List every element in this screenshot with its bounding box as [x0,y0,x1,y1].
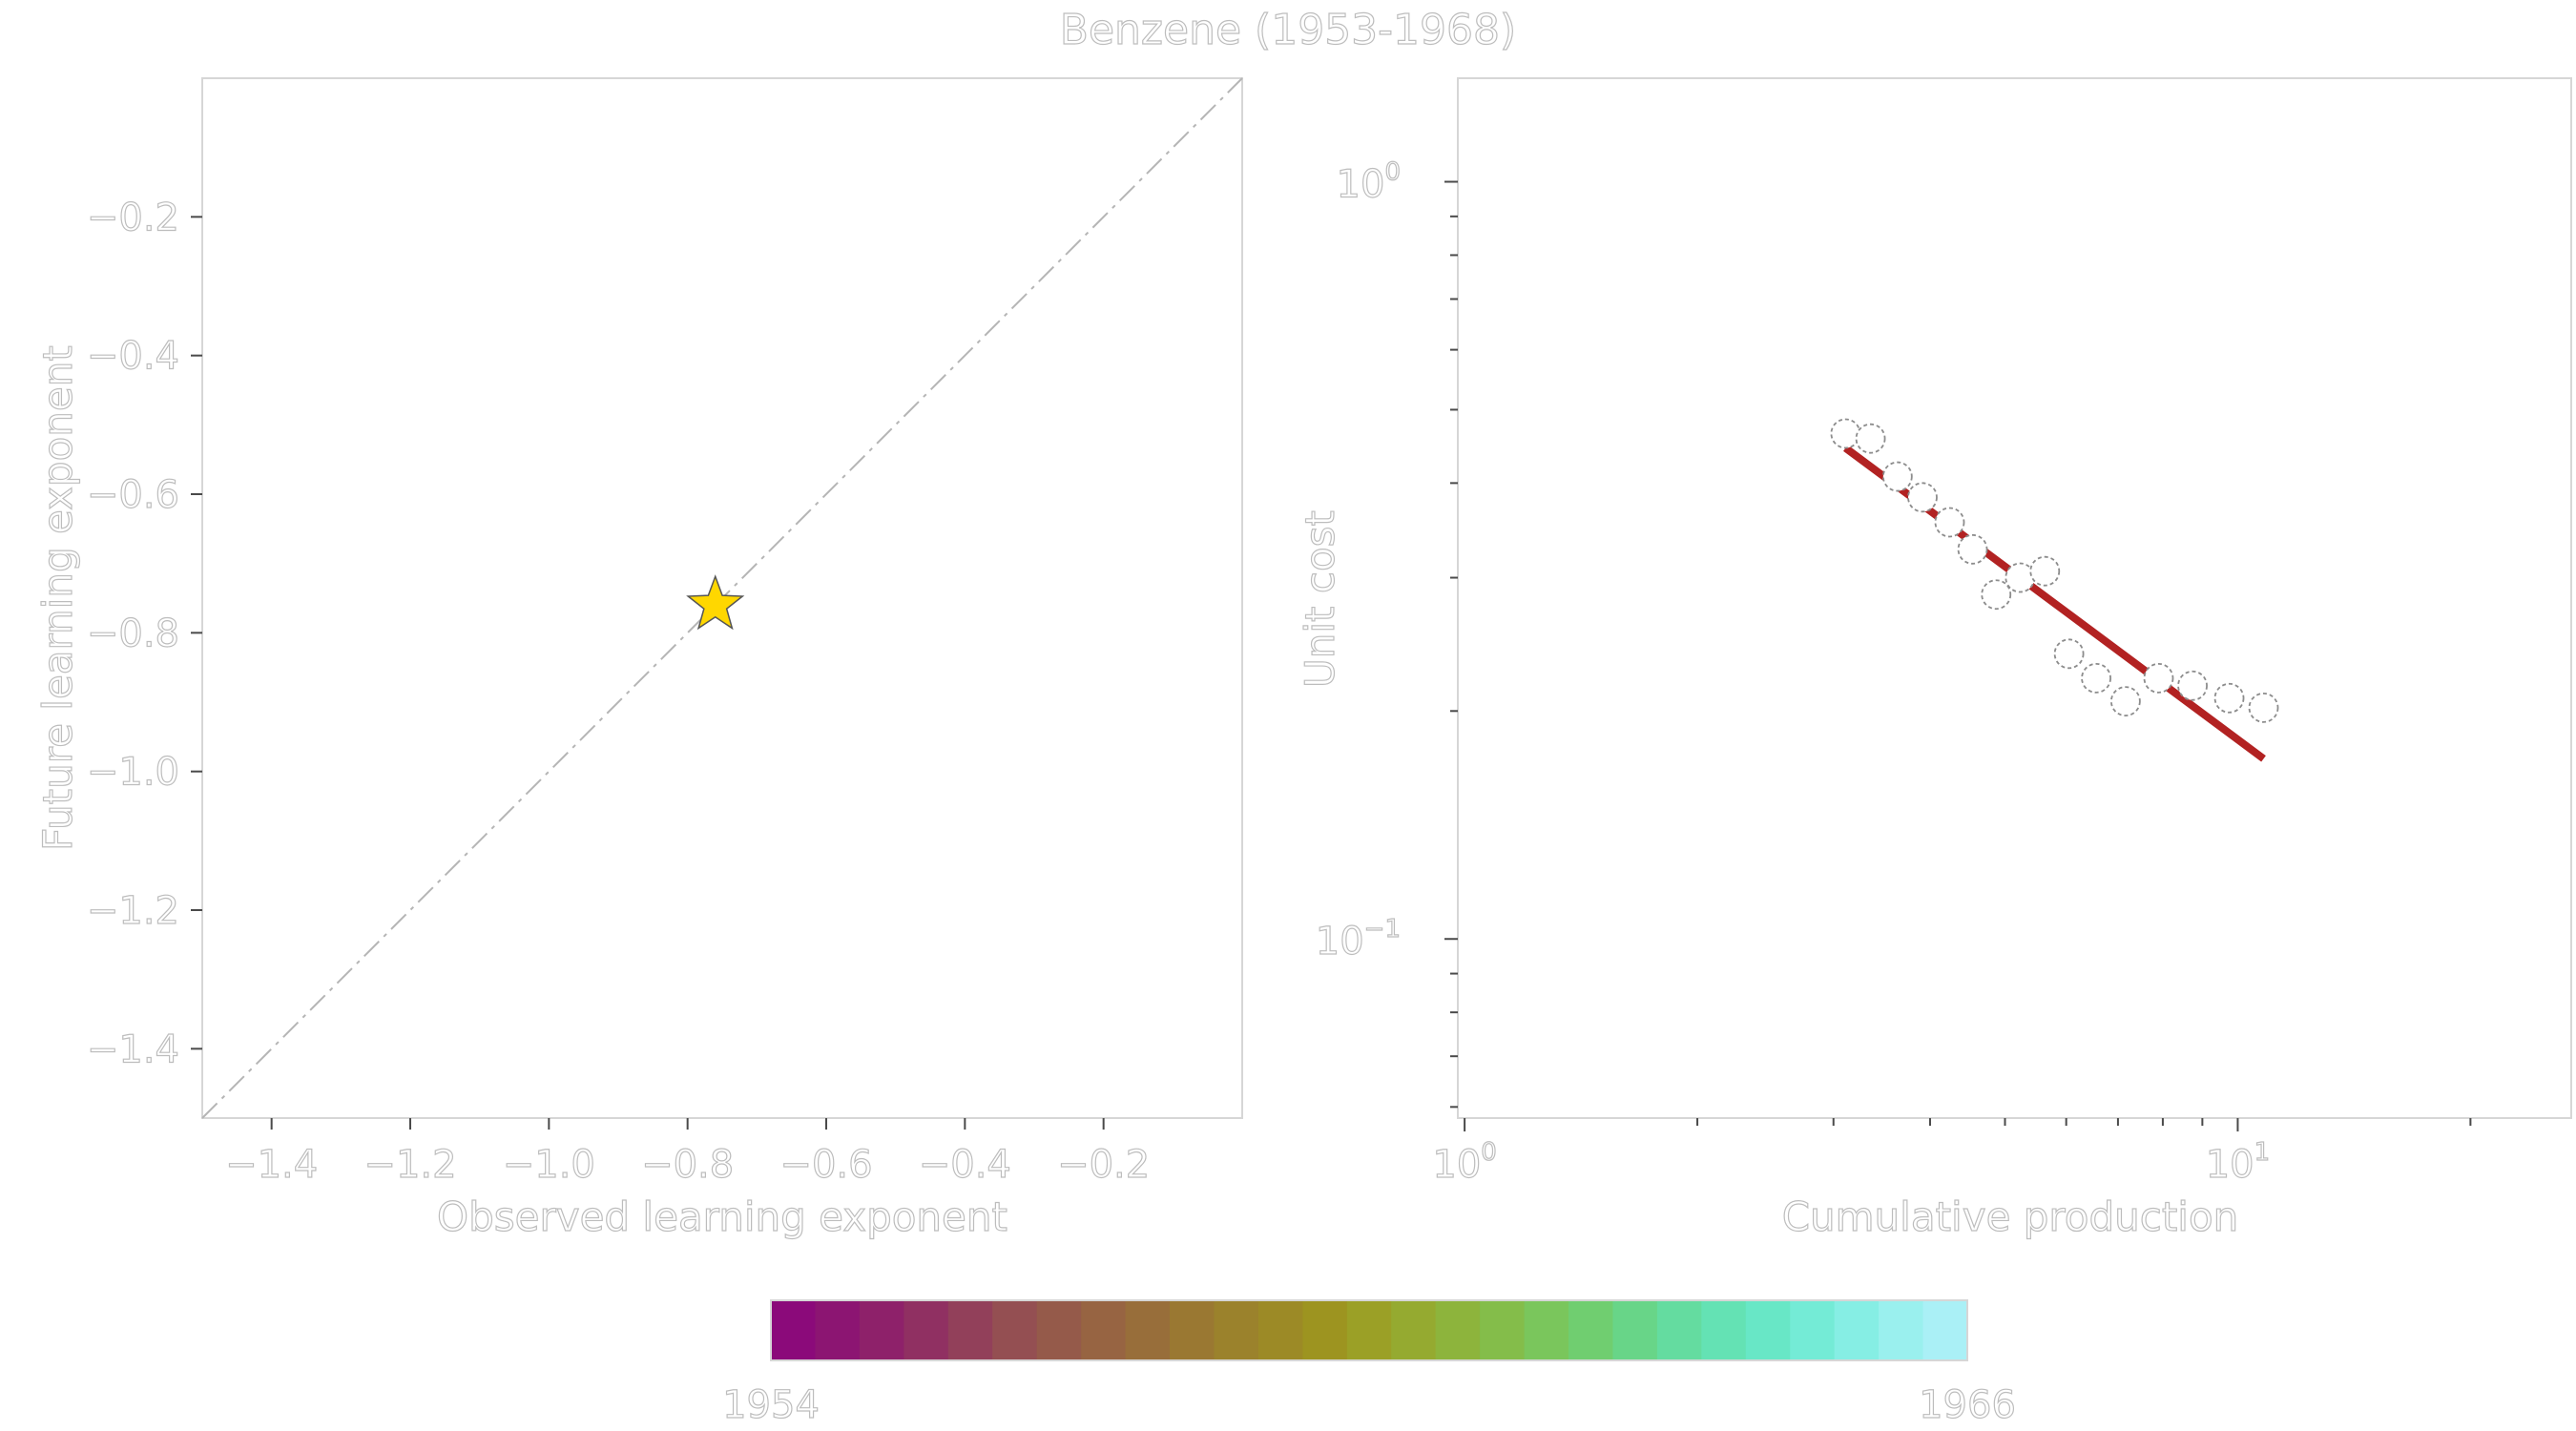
y-tick-label: −0.4 [87,335,179,379]
colorbar-segment [904,1300,949,1360]
data-point [2213,682,2245,714]
x-tick-label: −0.8 [641,1143,734,1187]
x-tick-label: −1.2 [364,1143,456,1187]
y-tick-label: 10−1 [1316,915,1401,964]
x-tick-label: −1.4 [225,1143,318,1187]
x-tick-label: −0.6 [779,1143,872,1187]
data-point [1830,418,1861,449]
colorbar-segment [1036,1300,1082,1360]
colorbar-min-label: 1954 [722,1383,820,1427]
colorbar-segment [859,1300,904,1360]
left-y-axis-title: Future learning exponent [34,345,81,851]
colorbar-segment [1790,1300,1836,1360]
y-tick-label: −0.8 [87,612,179,655]
right-x-axis-title: Cumulative production [1782,1193,2239,1240]
figure-title: Benzene (1953-1968) [1060,6,1516,54]
data-point [1855,423,1886,454]
y-tick-label: −1.0 [87,751,179,795]
colorbar-segment [1081,1300,1127,1360]
colorbar: 1954 1966 [722,1299,2016,1428]
colorbar-segment [1170,1300,1215,1360]
colorbar-max-label: 1966 [1919,1383,2016,1427]
colorbar-segment [1480,1300,1526,1360]
data-point [2053,638,2085,670]
right-y-axis-title: Unit cost [1297,510,1343,688]
x-tick-label: −0.2 [1057,1143,1150,1187]
colorbar-frame [770,1299,1968,1361]
colorbar-segment [1302,1300,1348,1360]
star-marker [686,574,745,631]
y-tick-label: −1.2 [87,889,179,933]
colorbar-segment [1656,1300,1702,1360]
right-chart: 100 101 10−1 100 Cumulative production Unit c… [1296,77,2572,1241]
colorbar-segment [1257,1300,1303,1360]
data-point [1981,579,2012,611]
data-point [2029,555,2061,587]
colorbar-segment [1701,1300,1747,1360]
x-tick-label: 100 [1432,1138,1496,1187]
colorbar-segment [1435,1300,1481,1360]
y-tick-label: −1.4 [87,1027,179,1071]
colorbar-segment [1346,1300,1392,1360]
colorbar-segment [815,1300,861,1360]
colorbar-segment [1879,1300,1924,1360]
data-point [2109,686,2141,717]
data-point [2248,692,2279,723]
colorbar-segment [1524,1300,1569,1360]
x-tick-label: 101 [2206,1138,2270,1187]
colorbar-segment [1391,1300,1437,1360]
colorbar-segment [947,1300,993,1360]
data-point [1957,533,1988,565]
colorbar-segment [1612,1300,1658,1360]
data-point [2081,662,2111,694]
right-plot-area [1457,77,2572,1119]
colorbar-segment [1745,1300,1791,1360]
data-point [1907,482,1938,513]
y-tick-label: 100 [1337,158,1401,207]
colorbar-segment [771,1300,817,1360]
colorbar-segment [1125,1300,1171,1360]
y-tick-label: −0.6 [87,473,179,517]
data-point [2177,670,2208,701]
colorbar-segment [1922,1300,1968,1360]
x-tick-label: −1.0 [503,1143,595,1187]
data-point [1881,461,1913,492]
data-point [1934,507,1965,538]
x-tick-label: −0.4 [919,1143,1011,1187]
colorbar-segment [992,1300,1038,1360]
left-x-axis-title: Observed learning exponent [437,1193,1008,1240]
y-tick-label: −0.2 [87,196,179,239]
colorbar-segment [1214,1300,1259,1360]
colorbar-segment [1834,1300,1880,1360]
left-chart: −1.4 −1.2 −1.0 −0.8 −0.6 −0.4 −0.2 −1.4 −1.2 −1.0… [33,77,1243,1241]
colorbar-segment [1568,1300,1614,1360]
data-point [2143,662,2174,694]
